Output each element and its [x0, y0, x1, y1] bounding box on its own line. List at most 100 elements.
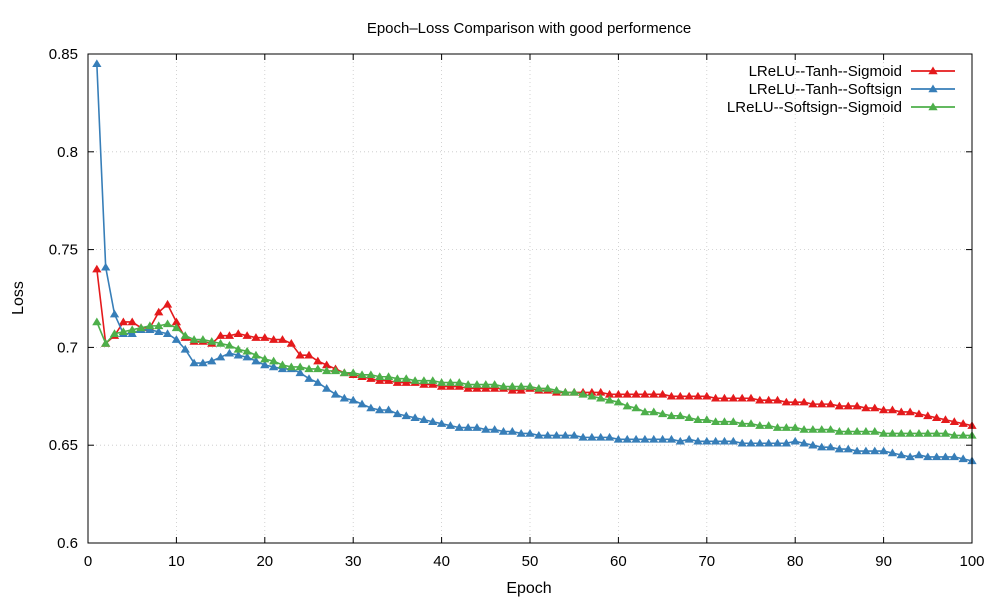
data-point	[631, 389, 641, 398]
data-point	[843, 401, 853, 410]
data-point	[383, 372, 394, 380]
data-point	[914, 409, 924, 418]
data-point	[180, 344, 190, 353]
data-point	[702, 436, 712, 445]
data-point	[932, 429, 942, 437]
data-point	[525, 382, 535, 390]
series-3	[92, 317, 977, 439]
data-point	[587, 391, 597, 400]
data-point	[463, 380, 473, 388]
data-point	[180, 331, 190, 339]
data-point	[454, 382, 464, 390]
data-point	[861, 427, 871, 435]
x-tick-label: 90	[875, 553, 892, 570]
data-point	[834, 427, 845, 435]
data-point	[764, 421, 774, 429]
data-point	[887, 405, 898, 414]
data-point	[366, 403, 376, 412]
data-point	[260, 354, 270, 363]
data-point	[834, 444, 845, 453]
data-point	[613, 434, 624, 443]
data-point	[746, 393, 756, 402]
x-tick-label: 50	[522, 553, 539, 570]
data-point	[596, 432, 606, 441]
legend-item: LReLU--Tanh--Sigmoid	[749, 63, 955, 80]
data-point	[675, 391, 685, 400]
data-point	[746, 438, 756, 447]
data-point	[702, 415, 712, 424]
data-point	[728, 436, 738, 445]
data-point	[109, 329, 120, 337]
data-point	[251, 333, 261, 341]
legend-label: LReLU--Tanh--Softsign	[749, 81, 902, 98]
data-point	[375, 376, 385, 384]
data-point	[808, 425, 818, 433]
data-point	[401, 378, 411, 386]
data-point	[551, 385, 562, 394]
data-point	[401, 411, 411, 420]
legend-marker	[928, 84, 938, 93]
data-point	[543, 384, 553, 392]
data-point	[799, 397, 809, 406]
data-point	[560, 430, 570, 439]
legend-marker	[928, 66, 938, 75]
data-point	[366, 370, 376, 379]
data-point	[419, 376, 429, 384]
data-point	[790, 436, 800, 445]
data-point	[277, 335, 288, 343]
data-point	[419, 380, 429, 388]
legend-label: LReLU--Tanh--Sigmoid	[749, 63, 902, 80]
data-point	[852, 446, 862, 455]
data-point	[410, 413, 420, 422]
data-point	[101, 339, 111, 347]
data-point	[781, 423, 791, 431]
plot-frame	[87, 53, 973, 544]
data-point	[870, 403, 880, 412]
data-point	[905, 407, 915, 416]
data-point	[330, 389, 341, 398]
data-point	[428, 376, 438, 384]
data-point	[322, 360, 332, 369]
data-point	[366, 374, 376, 382]
data-point	[463, 423, 473, 431]
data-point	[436, 382, 447, 390]
data-point	[940, 452, 951, 461]
y-tick-label: 0.6	[57, 535, 78, 552]
data-point	[454, 378, 464, 386]
data-point	[569, 387, 579, 396]
series-group	[92, 59, 977, 465]
data-point	[313, 356, 323, 365]
data-point	[516, 385, 526, 394]
data-point	[737, 419, 747, 427]
data-point	[799, 425, 809, 433]
data-point	[445, 378, 456, 386]
data-point	[154, 321, 164, 330]
data-point	[516, 382, 526, 390]
data-point	[932, 413, 942, 422]
data-point	[392, 374, 403, 382]
data-point	[755, 395, 765, 404]
legend: LReLU--Tanh--SigmoidLReLU--Tanh--Softsig…	[727, 63, 955, 116]
data-point	[92, 264, 102, 273]
data-point	[560, 387, 570, 396]
data-point	[764, 438, 774, 447]
data-point	[914, 450, 924, 459]
data-point	[481, 384, 491, 392]
data-point	[215, 352, 226, 361]
series-line	[96, 63, 973, 462]
series-2	[92, 59, 977, 465]
data-point	[490, 425, 500, 433]
data-point	[295, 368, 305, 377]
data-point	[693, 391, 703, 400]
data-point	[171, 323, 182, 332]
data-point	[649, 434, 659, 443]
data-point	[472, 380, 482, 388]
data-point	[870, 427, 880, 435]
data-point	[198, 335, 208, 343]
data-point	[578, 389, 588, 398]
data-point	[843, 427, 853, 435]
data-point	[790, 423, 800, 431]
x-tick-label: 70	[698, 553, 715, 570]
data-point	[852, 427, 862, 435]
